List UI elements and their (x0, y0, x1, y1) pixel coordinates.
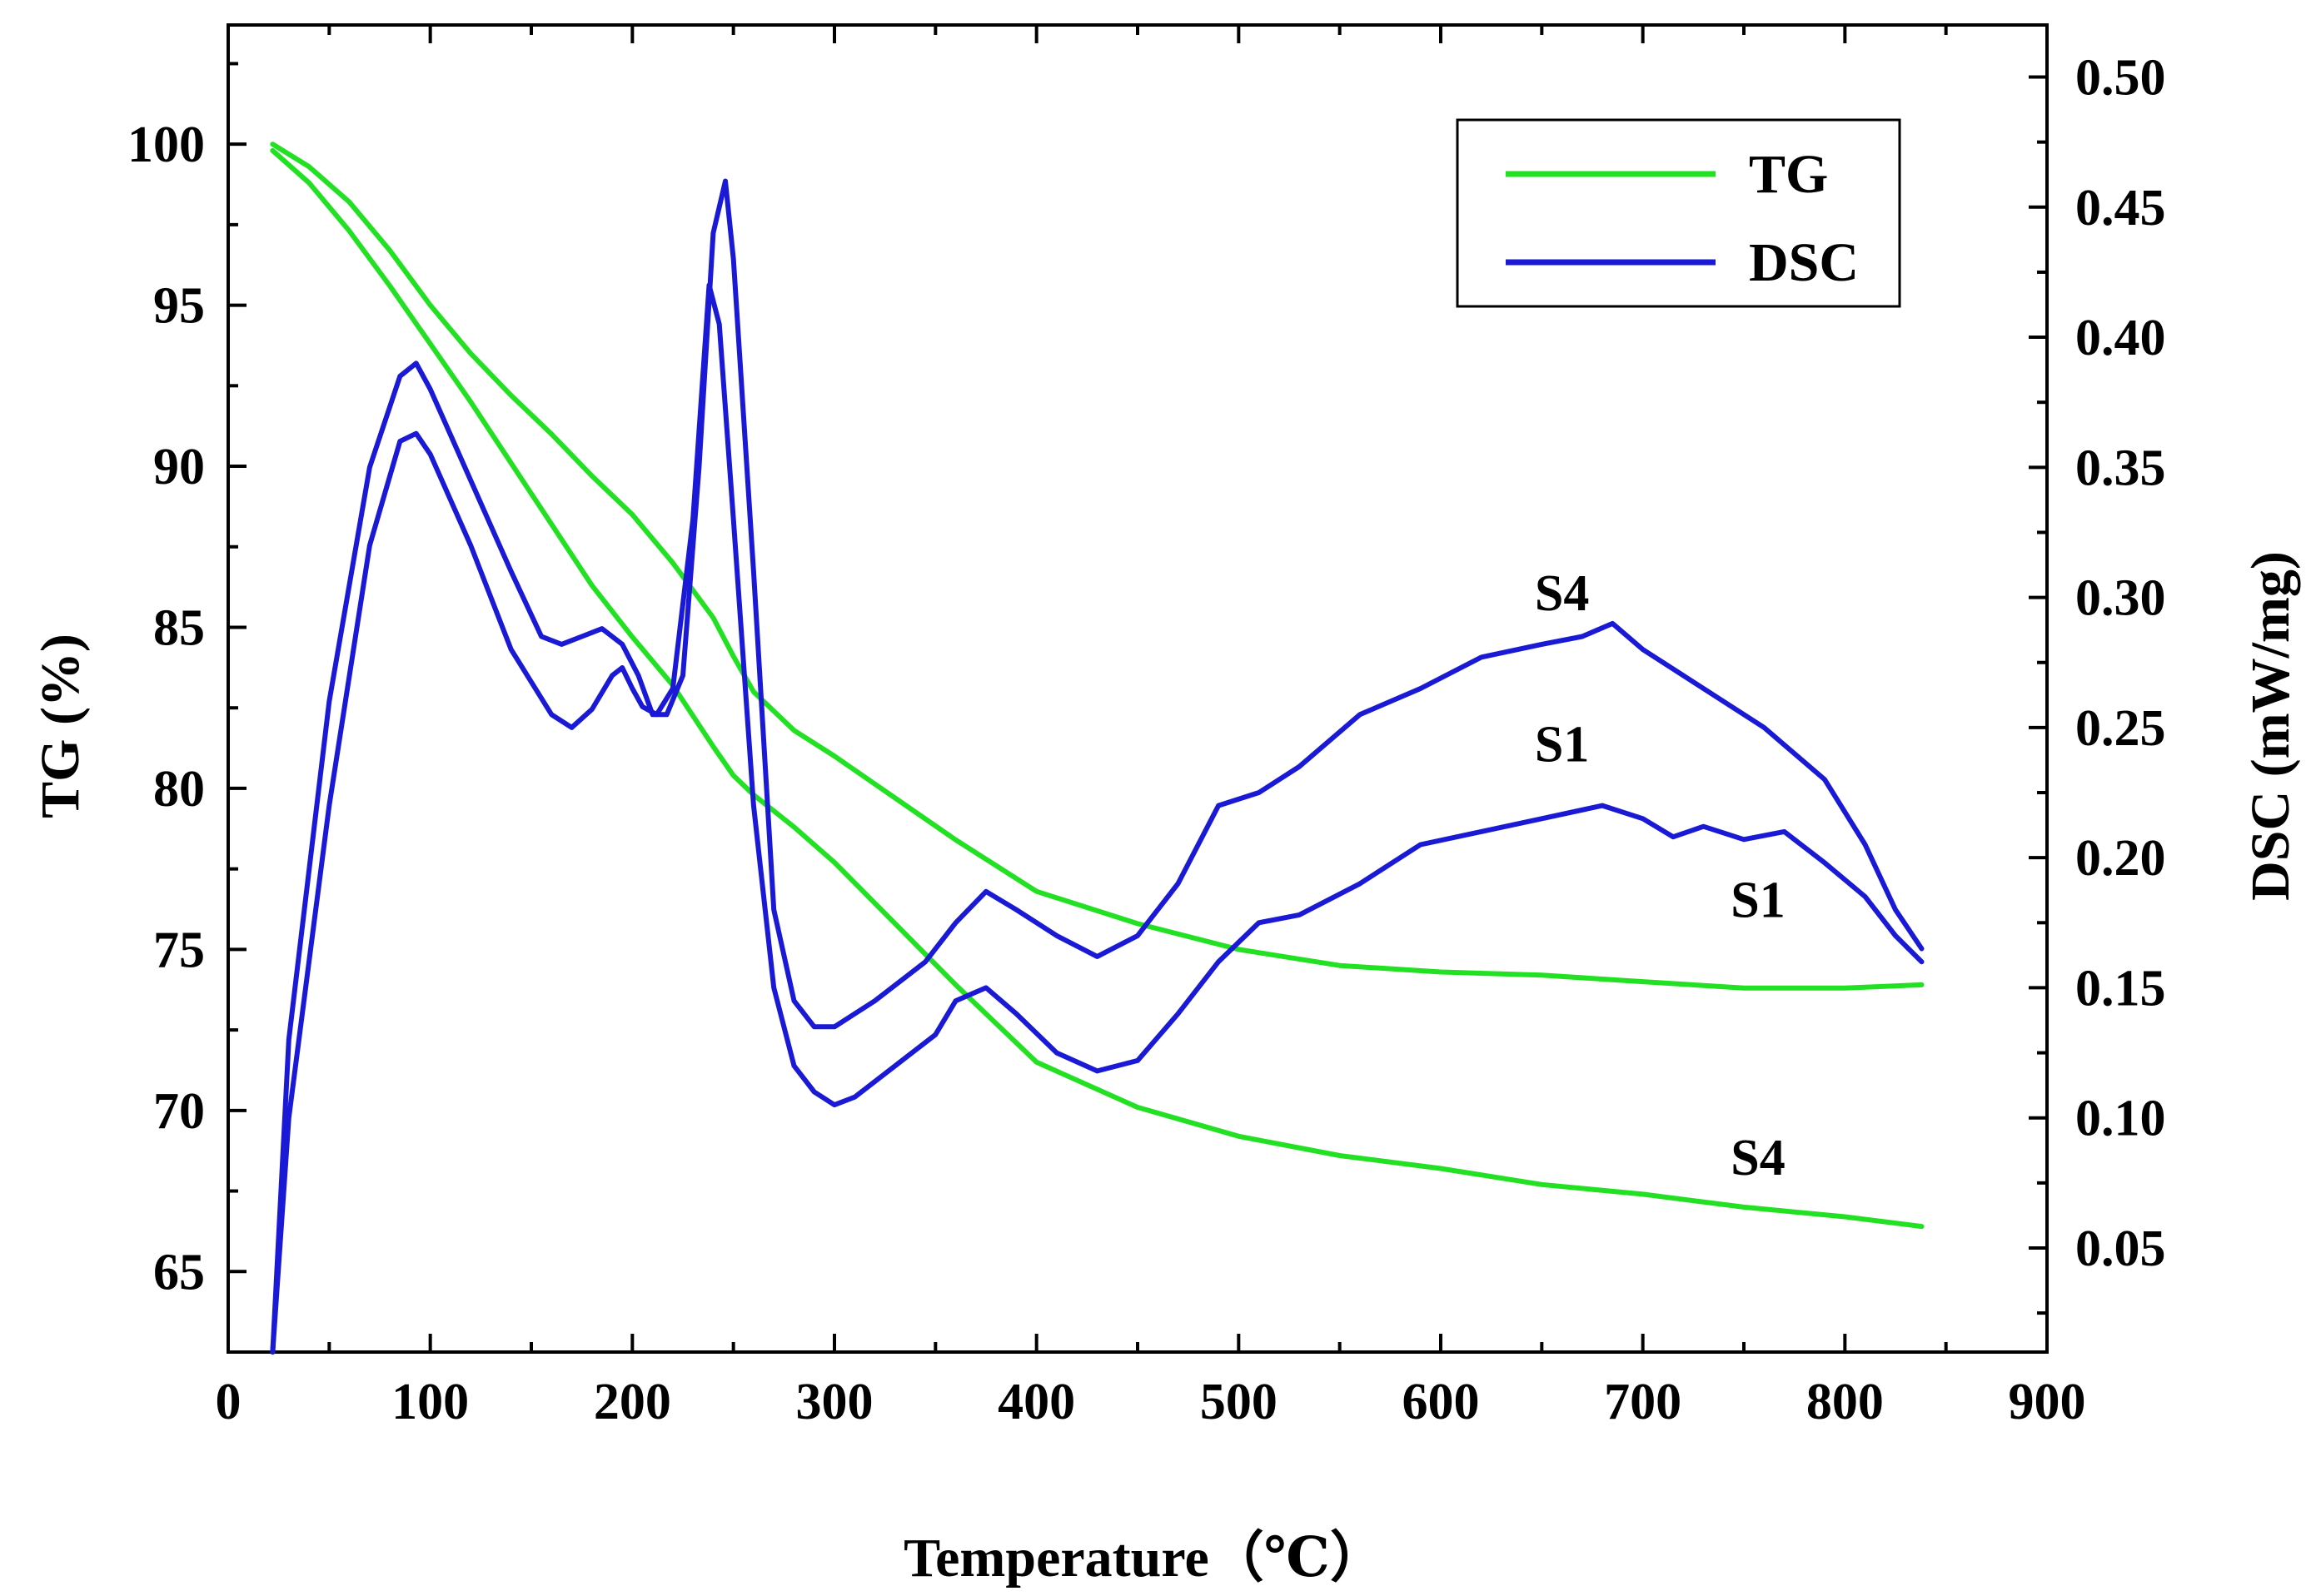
legend: TG DSC (1456, 118, 1901, 308)
annotation-label: S4 (1731, 1130, 1785, 1186)
y-right-tick-label: 0.15 (2075, 960, 2166, 1017)
annotation-label: S1 (1731, 873, 1785, 929)
x-tick-label: 200 (594, 1374, 671, 1430)
series-tg-s1 (270, 142, 1925, 991)
x-tick-label: 400 (998, 1374, 1075, 1430)
legend-dsc-label: DSC (1749, 232, 1859, 293)
x-tick-label: 100 (391, 1374, 469, 1430)
y-axis-left-title: TG (%) (30, 634, 91, 818)
x-tick-label: 700 (1604, 1374, 1681, 1430)
y-right-tick-label: 0.50 (2075, 50, 2166, 107)
x-axis: 0 100 200 300 400 500 600 700 800 900 (216, 25, 2086, 1430)
y-left-tick-label: 65 (153, 1244, 205, 1300)
x-tick-label: 300 (796, 1374, 874, 1430)
series-layer (270, 142, 1925, 1355)
legend-tg-label: TG (1749, 144, 1828, 205)
series-tg-s4 (270, 147, 1925, 1230)
y-right-tick-label: 0.25 (2075, 700, 2166, 757)
x-tick-label: 900 (2009, 1374, 2086, 1430)
y-left-tick-label: 70 (153, 1083, 205, 1140)
x-tick-label: 800 (1806, 1374, 1884, 1430)
y-right-tick-label: 0.05 (2075, 1221, 2166, 1277)
y-axis-right-title: DSC (mW/mg) (2240, 551, 2301, 901)
y-right-tick-label: 0.45 (2075, 180, 2166, 236)
y-left-tick-label: 80 (153, 761, 205, 818)
x-tick-label: 600 (1402, 1374, 1480, 1430)
y-left-tick-label: 95 (153, 278, 205, 335)
y-right-tick-label: 0.20 (2075, 830, 2166, 887)
legend-box (1456, 118, 1901, 308)
y-left-tick-label: 75 (153, 922, 205, 978)
series-dsc-s4 (270, 178, 1925, 1355)
y-left-tick-label: 90 (153, 439, 205, 495)
x-tick-label: 0 (216, 1374, 242, 1430)
annotations: S4 S1 S1 S4 (1535, 565, 1786, 1186)
y-right-tick-label: 0.10 (2075, 1091, 2166, 1147)
y-left-tick-label: 85 (153, 599, 205, 656)
series-dsc-s1 (270, 282, 1925, 1355)
annotation-label: S4 (1535, 565, 1589, 622)
y-right-tick-label: 0.40 (2075, 310, 2166, 366)
x-axis-title: Temperature（℃） (904, 1527, 1385, 1589)
y-axis-left: 65 70 75 80 85 90 95 100 (127, 62, 247, 1354)
x-tick-label: 500 (1200, 1374, 1278, 1430)
y-left-tick-label: 100 (127, 117, 205, 173)
y-axis-right: 0.05 0.10 0.15 0.20 0.25 0.30 0.35 0.40 0.45 0.50 (2029, 50, 2166, 1315)
y-right-tick-label: 0.30 (2075, 570, 2166, 627)
y-right-tick-label: 0.35 (2075, 440, 2166, 496)
annotation-label: S1 (1535, 717, 1589, 773)
